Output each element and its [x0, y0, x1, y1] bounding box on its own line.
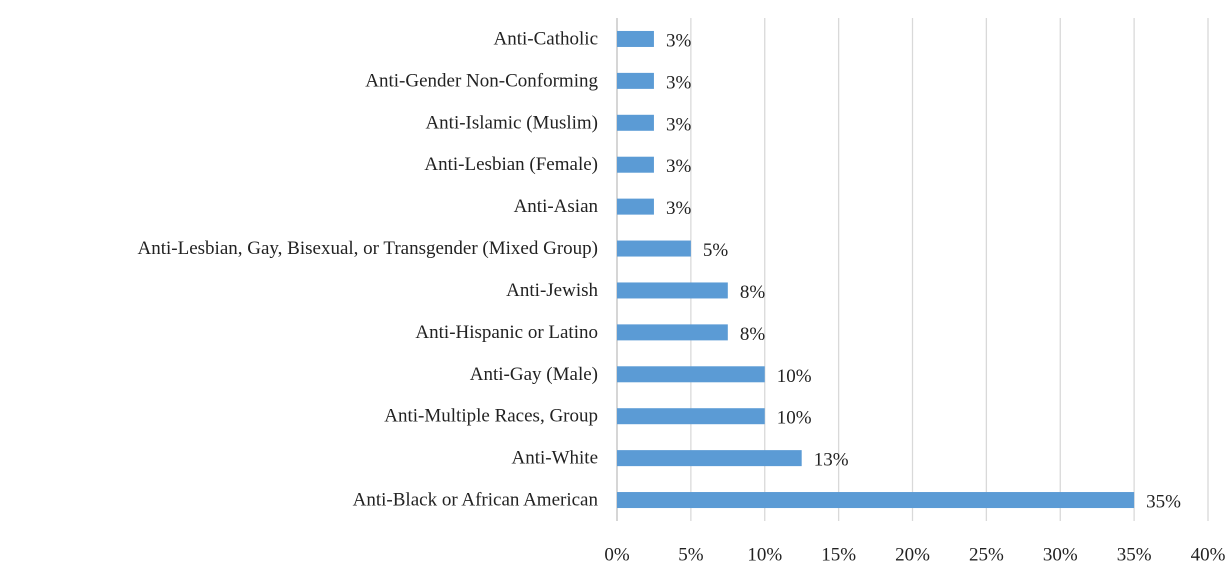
bar [617, 240, 691, 257]
data-label: 3% [666, 30, 692, 51]
category-label: Anti-Catholic [494, 28, 598, 49]
category-label: Anti-White [511, 448, 598, 469]
data-label: 3% [666, 156, 692, 177]
data-label: 3% [666, 72, 692, 93]
data-label: 5% [703, 240, 729, 261]
category-labels: Anti-Catholic Anti-Gender Non-Conforming A… [138, 28, 599, 510]
bar [617, 324, 728, 341]
x-tick-label: 30% [1043, 545, 1078, 564]
data-label: 35% [1146, 492, 1181, 513]
category-label: Anti-Multiple Races, Group [384, 406, 598, 427]
bar [617, 366, 765, 383]
data-label: 13% [814, 450, 849, 471]
gridlines [616, 18, 1209, 521]
data-label: 3% [666, 114, 692, 135]
bar [617, 492, 1135, 509]
data-labels: 3%3%3%3%3%5%8%8%10%10%13%35% [666, 30, 1181, 512]
category-label: Anti-Lesbian (Female) [424, 154, 598, 175]
x-tick-label: 40% [1191, 545, 1226, 564]
x-tick-label: 35% [1117, 545, 1152, 564]
x-axis-ticks: 0% 5% 10% 15% 20% 25% 30% 35% 40% [604, 545, 1226, 566]
data-label: 8% [740, 282, 766, 303]
bar [617, 450, 802, 467]
category-label: Anti-Black or African American [353, 490, 599, 511]
category-label: Anti-Gender Non-Conforming [365, 70, 598, 91]
category-label: Anti-Hispanic or Latino [415, 322, 598, 343]
x-tick-label: 20% [895, 545, 930, 564]
category-label: Anti-Islamic (Muslim) [425, 112, 598, 133]
category-label: Anti-Asian [514, 196, 599, 217]
data-label: 8% [740, 324, 766, 345]
category-label: Anti-Jewish [506, 280, 598, 301]
bars [617, 30, 1135, 509]
bar [617, 72, 654, 89]
bar [617, 282, 728, 299]
x-tick-label: 5% [678, 545, 704, 564]
x-tick-label: 0% [604, 545, 630, 564]
x-tick-label: 25% [969, 545, 1004, 564]
x-tick-label: 15% [821, 545, 856, 564]
category-label: Anti-Gay (Male) [470, 364, 598, 385]
bar [617, 114, 654, 131]
data-label: 3% [666, 198, 692, 219]
bar [617, 30, 654, 47]
bar [617, 408, 765, 425]
data-label: 10% [777, 366, 812, 387]
bar [617, 156, 654, 173]
x-tick-label: 10% [747, 545, 782, 564]
bar [617, 198, 654, 215]
data-label: 10% [777, 408, 812, 429]
category-label: Anti-Lesbian, Gay, Bisexual, or Transgen… [138, 238, 599, 259]
